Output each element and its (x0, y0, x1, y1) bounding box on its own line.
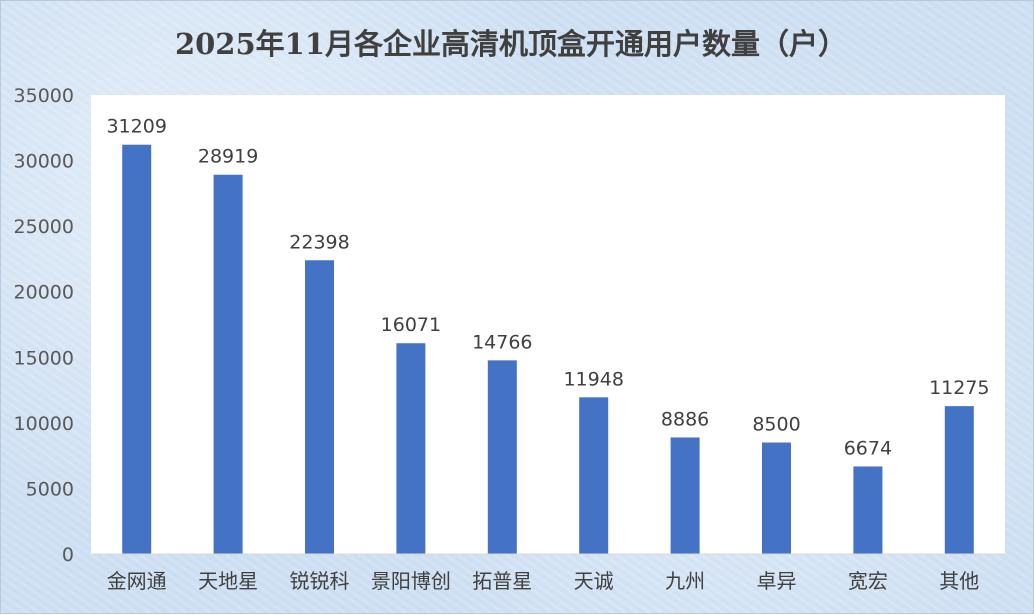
data-label: 6674 (844, 437, 892, 459)
bar-series (122, 144, 974, 555)
bar (396, 343, 426, 554)
bar (762, 442, 791, 554)
x-axis: 金网通 天地星 锐锐科 景阳博创 拓普星 天诚 九州 卓异 宽宏 其他 (107, 569, 980, 593)
x-tick-label: 宽宏 (848, 569, 888, 593)
y-tick-label: 35000 (14, 85, 74, 107)
y-axis: 0 5000 10000 15000 20000 25000 30000 35000 (14, 85, 74, 566)
data-label: 16071 (381, 314, 441, 336)
bar (305, 260, 334, 554)
x-tick-label: 锐锐科 (290, 569, 350, 593)
bar (122, 144, 152, 555)
y-tick-label: 0 (62, 544, 74, 566)
bar (579, 397, 609, 554)
data-label: 22398 (289, 231, 349, 253)
x-tick-label: 天诚 (574, 569, 614, 593)
bar (670, 437, 700, 554)
bar (213, 174, 243, 554)
x-tick-label: 拓普星 (472, 569, 532, 593)
data-label: 8500 (752, 414, 800, 436)
y-tick-label: 30000 (14, 151, 74, 173)
data-label: 31209 (106, 116, 166, 138)
y-tick-label: 5000 (26, 478, 74, 500)
bar (944, 406, 974, 554)
x-tick-label: 景阳博创 (371, 569, 451, 593)
x-tick-label: 天地星 (198, 569, 258, 593)
x-tick-label: 九州 (665, 569, 705, 593)
plot-area (91, 95, 1005, 554)
chart-title: 2025年11月各企业高清机顶盒开通用户数量（户） (175, 27, 847, 61)
x-tick-label: 卓异 (757, 569, 797, 593)
data-labels: 31209 28919 22398 16071 14766 11948 8886 8500 66… (106, 116, 989, 460)
y-tick-label: 20000 (14, 282, 74, 304)
y-tick-label: 15000 (14, 347, 74, 369)
data-label: 11948 (563, 368, 623, 390)
y-tick-label: 25000 (14, 216, 74, 238)
data-label: 28919 (198, 146, 258, 168)
y-tick-label: 10000 (14, 413, 74, 435)
bar (487, 360, 517, 554)
data-label: 8886 (661, 408, 709, 430)
data-label: 14766 (472, 331, 532, 353)
bar (853, 466, 883, 554)
x-tick-label: 其他 (939, 569, 979, 593)
data-label: 11275 (929, 377, 989, 399)
x-tick-label: 金网通 (107, 569, 167, 593)
